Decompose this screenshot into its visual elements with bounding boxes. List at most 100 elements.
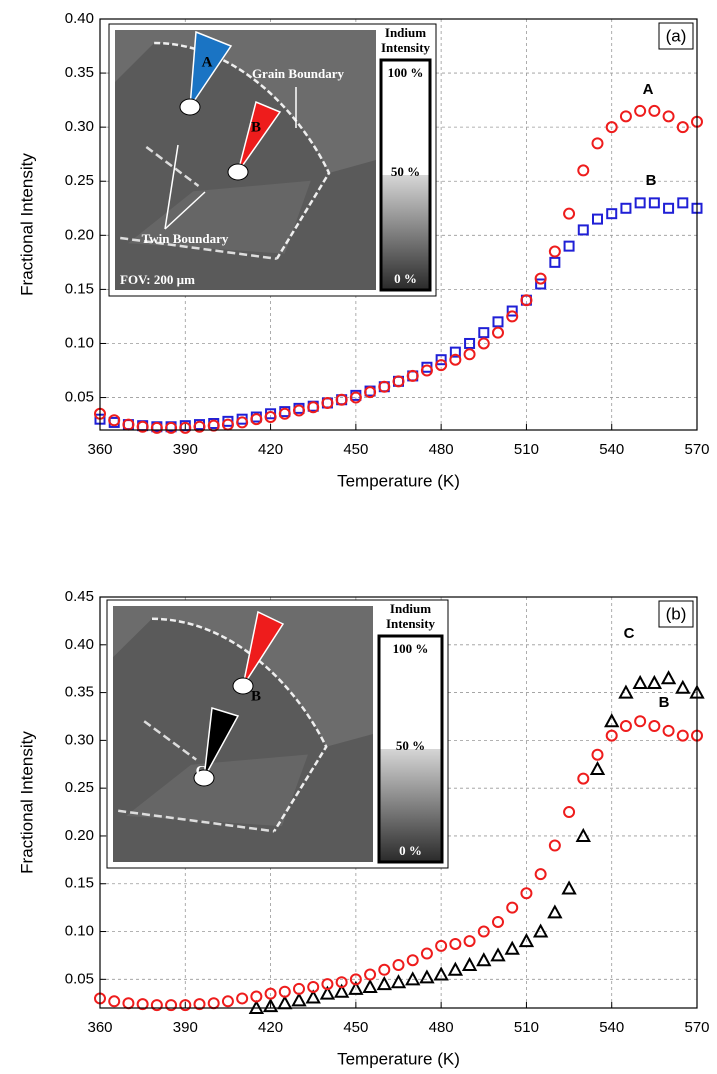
y-tick-label: 0.40 — [65, 10, 94, 27]
y-tick-label: 0.05 — [65, 970, 94, 987]
marker — [520, 294, 533, 307]
x-tick-label: 570 — [684, 441, 709, 458]
marker — [506, 310, 519, 323]
marker — [592, 213, 603, 225]
marker — [463, 935, 476, 948]
marker — [548, 839, 561, 852]
x-tick-label: 450 — [343, 441, 368, 458]
marker — [321, 396, 334, 409]
pointer-spot — [227, 163, 249, 181]
marker — [179, 421, 192, 434]
marker — [449, 353, 462, 366]
marker — [676, 729, 689, 742]
marker — [461, 956, 478, 971]
series-label: A — [643, 81, 654, 98]
marker — [405, 971, 421, 986]
marker — [335, 976, 348, 989]
marker — [634, 197, 646, 209]
marker — [520, 887, 533, 900]
marker — [449, 937, 462, 950]
panel-label: (a) — [666, 26, 687, 45]
marker — [378, 963, 391, 976]
marker — [618, 684, 634, 699]
pointer-spot — [193, 769, 215, 787]
colorbar-label: 50 % — [391, 164, 420, 179]
marker — [406, 954, 419, 967]
marker — [677, 197, 689, 209]
marker — [348, 980, 364, 995]
marker — [307, 980, 320, 993]
marker — [648, 104, 661, 117]
grain-boundary — [151, 617, 328, 832]
marker — [591, 137, 604, 150]
marker — [278, 985, 291, 998]
colorbar-frame — [379, 58, 432, 292]
marker — [293, 404, 305, 417]
x-tick-label: 510 — [514, 441, 539, 458]
marker — [207, 997, 220, 1010]
marker — [376, 976, 392, 991]
series-label: C — [624, 625, 635, 642]
marker — [420, 947, 433, 960]
colorbar-title: Indium — [385, 25, 426, 40]
inset-label: B — [251, 688, 261, 704]
panel: 360 390 420 450 480 510 540 570 0.05 0.10 0.15 0.20… — [17, 10, 709, 491]
series-label: B — [659, 694, 670, 711]
marker — [333, 983, 350, 998]
y-tick-label: 0.35 — [65, 684, 94, 701]
marker — [563, 207, 576, 220]
marker — [634, 715, 647, 728]
grain — [115, 30, 376, 173]
x-tick-label: 450 — [343, 1019, 368, 1036]
marker — [605, 729, 618, 742]
marker — [236, 992, 249, 1005]
inset-label: Twin Boundary — [142, 231, 229, 246]
colorbar-label: 100 % — [388, 65, 424, 80]
inset-label: A — [202, 54, 213, 70]
marker — [563, 806, 576, 819]
panel-label: (b) — [666, 604, 687, 623]
marker — [449, 346, 461, 358]
marker — [490, 947, 506, 962]
marker — [577, 224, 589, 236]
x-tick-label: 360 — [87, 1019, 112, 1036]
y-axis-label: Fractional Intensity — [17, 153, 36, 296]
marker — [221, 995, 234, 1008]
marker — [150, 999, 163, 1012]
marker — [378, 380, 391, 393]
colorbar-title: Intensity — [381, 40, 431, 55]
marker — [362, 978, 378, 993]
plot-frame — [99, 596, 698, 1009]
twin-boundary — [118, 720, 275, 833]
marker — [660, 670, 677, 685]
marker — [262, 998, 279, 1013]
marker — [390, 974, 407, 989]
pointer — [189, 30, 233, 110]
marker — [620, 202, 632, 214]
colorbar-gradient — [381, 175, 430, 290]
x-tick-label: 390 — [173, 1019, 198, 1036]
marker — [150, 421, 163, 434]
marker — [349, 973, 362, 986]
inset-label: C — [196, 763, 207, 779]
marker — [563, 240, 575, 252]
marker — [577, 772, 590, 785]
marker — [463, 348, 476, 361]
plot-frame — [99, 18, 698, 431]
marker — [250, 413, 263, 426]
x-tick-label: 570 — [684, 1019, 709, 1036]
marker — [108, 414, 121, 427]
marker — [575, 827, 591, 842]
x-tick-label: 480 — [429, 1019, 454, 1036]
colorbar-title: Indium — [390, 601, 431, 616]
colorbar-top — [381, 60, 430, 175]
marker — [108, 995, 121, 1008]
twin-boundary — [120, 145, 277, 261]
y-tick-label: 0.30 — [65, 118, 94, 135]
inset-label: Grain Boundary — [252, 66, 345, 81]
marker — [420, 364, 433, 377]
y-tick-label: 0.45 — [65, 588, 94, 605]
marker — [561, 880, 577, 895]
inset-label: B — [251, 119, 261, 135]
y-tick-label: 0.40 — [65, 636, 94, 653]
